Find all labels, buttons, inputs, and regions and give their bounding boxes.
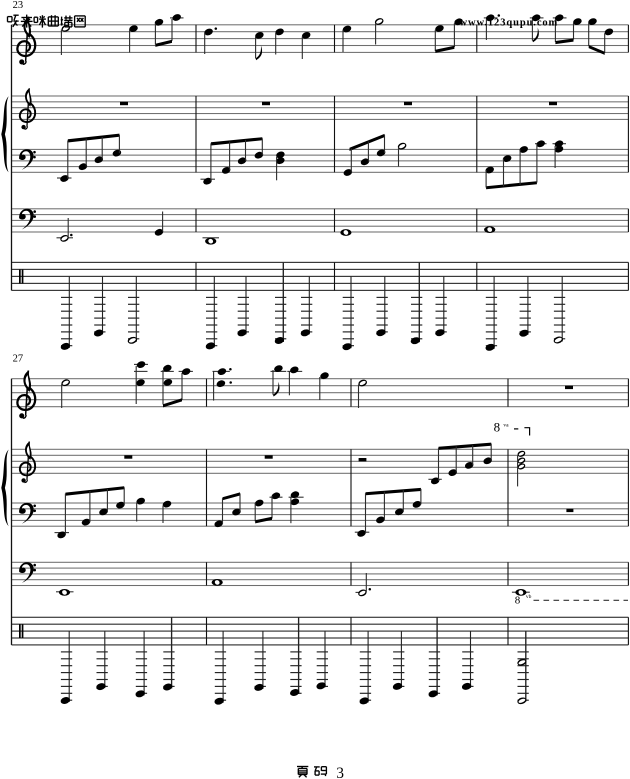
svg-text:3: 3 [336, 765, 344, 779]
svg-text:www.123qupu.com: www.123qupu.com [460, 17, 559, 28]
svg-text:23: 23 [13, 0, 24, 11]
svg-text:vb: vb [526, 594, 532, 600]
svg-text:27: 27 [13, 353, 24, 364]
svg-text:8: 8 [494, 420, 501, 435]
svg-text:va: va [503, 423, 509, 429]
svg-text:8: 8 [515, 595, 521, 607]
